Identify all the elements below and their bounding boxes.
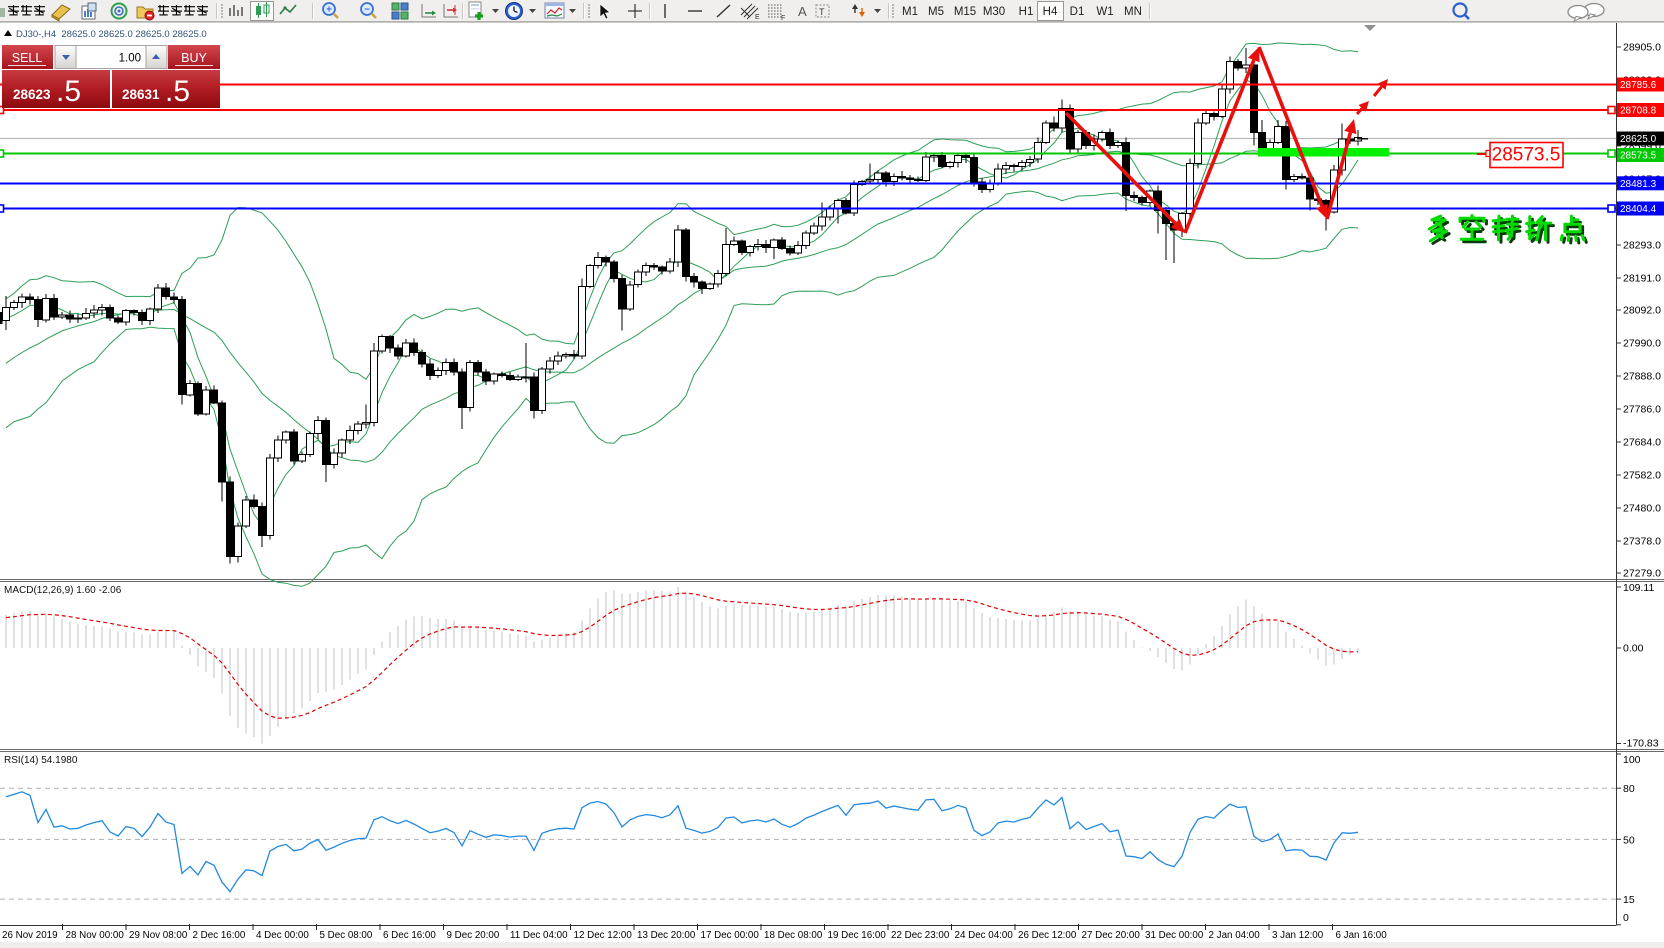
svg-text:12 Dec 12:00: 12 Dec 12:00 <box>574 930 633 941</box>
svg-text:2 Dec 16:00: 2 Dec 16:00 <box>193 930 246 941</box>
svg-text:28708.8: 28708.8 <box>1620 106 1657 117</box>
svg-text:-170.83: -170.83 <box>1623 738 1659 750</box>
svg-text:E: E <box>755 14 760 21</box>
svg-text:109.11: 109.11 <box>1623 582 1654 594</box>
svg-text:A: A <box>798 4 807 19</box>
svg-text:24 Dec 04:00: 24 Dec 04:00 <box>955 930 1014 941</box>
svg-text:27 Dec 20:00: 27 Dec 20:00 <box>1082 930 1141 941</box>
svg-text:27990.0: 27990.0 <box>1623 338 1661 350</box>
svg-text:17 Dec 00:00: 17 Dec 00:00 <box>701 930 760 941</box>
svg-text:DJ30-,H4 28625.0 28625.0 2862: DJ30-,H4 28625.0 28625.0 28625.0 28625.0 <box>16 29 207 40</box>
svg-text:18 Dec 08:00: 18 Dec 08:00 <box>764 930 823 941</box>
svg-text:4 Dec 00:00: 4 Dec 00:00 <box>256 930 309 941</box>
svg-text:13 Dec 20:00: 13 Dec 20:00 <box>637 930 696 941</box>
svg-text:28404.4: 28404.4 <box>1620 204 1657 215</box>
svg-text:M5: M5 <box>928 6 944 18</box>
svg-text:29 Nov 08:00: 29 Nov 08:00 <box>129 930 188 941</box>
svg-text:22 Dec 23:00: 22 Dec 23:00 <box>891 930 950 941</box>
svg-text:+: + <box>326 5 332 16</box>
svg-text:27378.0: 27378.0 <box>1623 536 1661 548</box>
svg-text:T: T <box>819 7 825 17</box>
svg-text:.5: .5 <box>165 75 190 108</box>
svg-text:H4: H4 <box>1043 6 1058 18</box>
svg-text:28092.0: 28092.0 <box>1623 305 1661 317</box>
svg-text:28 Nov 00:00: 28 Nov 00:00 <box>66 930 125 941</box>
svg-text:27786.0: 27786.0 <box>1623 404 1661 416</box>
svg-text:28785.6: 28785.6 <box>1620 80 1657 91</box>
svg-text:0.00: 0.00 <box>1623 643 1644 655</box>
svg-text:M15: M15 <box>954 6 976 18</box>
svg-text:3 Jan 12:00: 3 Jan 12:00 <box>1272 930 1324 941</box>
svg-text:D1: D1 <box>1070 6 1085 18</box>
svg-text:26 Dec 12:00: 26 Dec 12:00 <box>1018 930 1077 941</box>
svg-text:27684.0: 27684.0 <box>1623 437 1661 449</box>
svg-text:19 Dec 16:00: 19 Dec 16:00 <box>828 930 887 941</box>
svg-text:BUY: BUY <box>181 51 207 65</box>
svg-text:W1: W1 <box>1096 6 1113 18</box>
svg-text:MACD(12,26,9) 1.60 -2.06: MACD(12,26,9) 1.60 -2.06 <box>4 585 122 596</box>
svg-text:RSI(14) 54.1980: RSI(14) 54.1980 <box>4 755 78 766</box>
svg-text:27279.0: 27279.0 <box>1623 568 1661 580</box>
svg-text:M1: M1 <box>902 6 918 18</box>
svg-text:MN: MN <box>1124 6 1142 18</box>
svg-text:11 Dec 04:00: 11 Dec 04:00 <box>510 930 568 941</box>
svg-text:−: − <box>364 5 370 16</box>
svg-text:100: 100 <box>1623 754 1641 766</box>
svg-text:6 Jan 16:00: 6 Jan 16:00 <box>1336 930 1388 941</box>
svg-text:28625.0: 28625.0 <box>1620 134 1657 145</box>
svg-text:28481.3: 28481.3 <box>1620 179 1657 190</box>
svg-text:80: 80 <box>1623 783 1635 795</box>
svg-text:28573.5: 28573.5 <box>1620 151 1657 162</box>
svg-text:F: F <box>781 15 785 22</box>
svg-text:9 Dec 20:00: 9 Dec 20:00 <box>447 930 500 941</box>
svg-text:50: 50 <box>1623 834 1635 846</box>
svg-text:5 Dec 08:00: 5 Dec 08:00 <box>320 930 373 941</box>
svg-text:.5: .5 <box>56 75 81 108</box>
svg-text:28573.5: 28573.5 <box>1492 145 1561 166</box>
svg-text:28293.0: 28293.0 <box>1623 240 1661 252</box>
svg-text:15: 15 <box>1623 894 1635 906</box>
svg-text:27582.0: 27582.0 <box>1623 470 1661 482</box>
svg-text:0: 0 <box>1623 912 1629 924</box>
svg-text:28905.0: 28905.0 <box>1623 42 1661 54</box>
svg-text:28623: 28623 <box>13 87 51 102</box>
svg-text:M30: M30 <box>983 6 1005 18</box>
svg-text:31 Dec 00:00: 31 Dec 00:00 <box>1145 930 1204 941</box>
svg-text:27888.0: 27888.0 <box>1623 371 1661 383</box>
svg-text:2 Jan 04:00: 2 Jan 04:00 <box>1209 930 1261 941</box>
svg-text:SELL: SELL <box>12 51 43 65</box>
svg-text:6 Dec 16:00: 6 Dec 16:00 <box>383 930 436 941</box>
svg-text:26 Nov 2019: 26 Nov 2019 <box>2 930 58 941</box>
svg-text:H1: H1 <box>1019 6 1034 18</box>
svg-text:27480.0: 27480.0 <box>1623 503 1661 515</box>
svg-text:28631: 28631 <box>122 87 160 102</box>
svg-text:28191.0: 28191.0 <box>1623 273 1661 285</box>
svg-text:1.00: 1.00 <box>119 53 141 65</box>
